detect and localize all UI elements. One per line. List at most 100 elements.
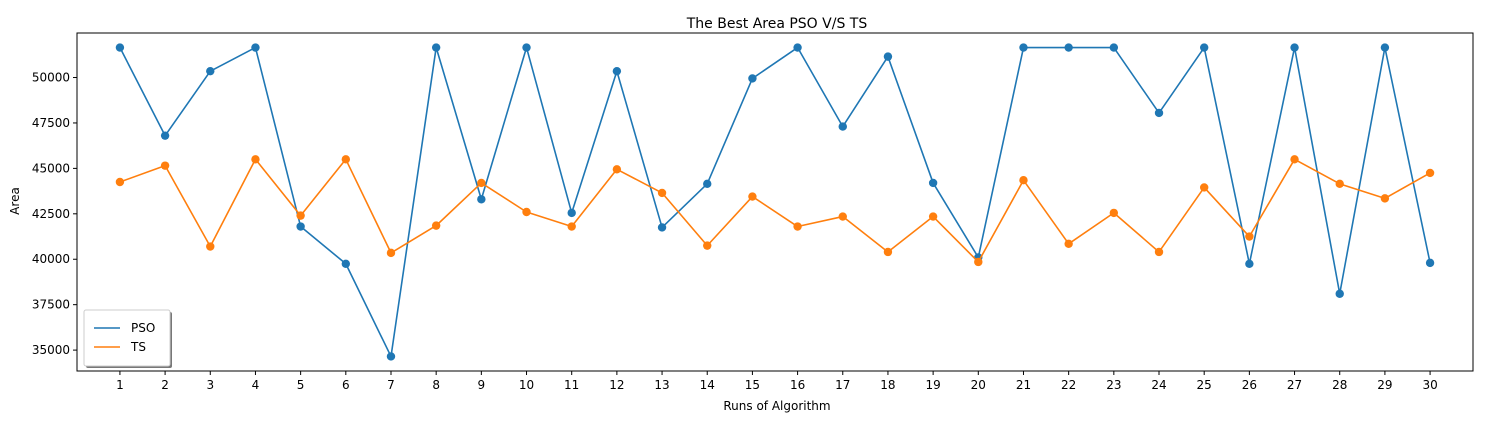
data-point-pso [748,74,757,83]
x-tick-label: 22 [1061,378,1076,392]
data-point-pso [431,43,441,52]
x-tick-label: 18 [880,378,895,392]
data-point-pso [928,178,938,188]
x-tick-label: 15 [745,378,760,392]
data-point-ts [160,161,170,170]
legend-box [83,309,171,367]
data-point-pso [703,179,712,189]
y-tick-label: 42500 [32,207,70,221]
data-point-ts [341,155,351,164]
x-tick-label: 12 [609,378,624,392]
series-line-pso [119,46,1431,358]
legend: PSO TS [83,309,172,368]
x-tick-label: 7 [387,378,395,392]
x-tick-label: 19 [925,378,940,392]
data-point-pso [657,223,667,232]
data-point-pso [115,43,125,52]
data-point-pso [1380,43,1390,52]
data-point-ts [386,248,396,258]
y-axis-label: Area [8,187,22,215]
data-point-ts [1335,179,1344,189]
plot-area: 1 2 3 4 5 6 7 8 9 10 11 12 13 14 15 16 17 18 19 20 21 22 23 24 2… [32,32,1474,392]
x-tick-label: 14 [700,378,715,392]
data-point-pso [883,52,893,61]
chart-title: The Best Area PSO V/S TS [686,16,868,32]
data-point-ts [296,211,305,220]
x-tick-label: 30 [1422,378,1437,392]
data-point-pso [1109,43,1119,52]
data-point-ts [1109,208,1119,218]
data-point-ts [793,222,802,231]
data-point-pso [206,66,215,76]
data-point-ts [1290,155,1299,164]
data-point-ts [1064,239,1073,248]
x-tick-label: 25 [1197,378,1212,392]
data-point-pso [160,131,170,140]
data-point-ts [883,247,893,257]
x-tick-label: 3 [206,378,214,392]
x-tick-label: 24 [1151,378,1166,392]
data-point-ts [612,165,622,174]
x-tick-label: 5 [297,378,305,392]
data-point-ts [974,257,983,267]
data-point-ts [1245,232,1254,241]
data-point-pso [522,43,531,52]
data-point-pso [296,222,305,231]
data-point-ts [1425,168,1435,178]
data-point-pso [1154,108,1164,118]
data-point-pso [1335,289,1344,298]
x-tick-label: 4 [252,378,260,392]
x-tick-label: 10 [519,378,534,392]
data-point-pso [793,43,802,52]
data-point-pso [341,259,351,268]
data-point-pso [1199,43,1209,52]
data-point-pso [251,43,260,52]
data-point-ts [567,222,576,231]
legend-label-pso: PSO [131,321,155,335]
x-tick-label: 28 [1332,378,1347,392]
data-point-ts [703,241,712,250]
y-tick-label: 35000 [32,343,70,357]
data-point-pso [1019,43,1028,52]
x-tick-label: 2 [161,378,169,392]
x-tick-label: 11 [564,378,579,392]
x-tick-label: 21 [1016,378,1031,392]
x-tick-label: 9 [478,378,486,392]
data-point-pso [1064,43,1073,52]
data-point-ts [115,177,125,187]
data-point-pso [838,122,847,131]
x-tick-label: 29 [1377,378,1392,392]
data-point-ts [928,212,938,221]
data-point-ts [657,188,667,198]
y-tick-label: 50000 [32,71,70,85]
x-tick-label: 17 [835,378,850,392]
data-point-pso [477,195,486,204]
data-point-ts [1154,247,1164,257]
x-tick-label: 27 [1287,378,1302,392]
x-tick-label: 6 [342,378,350,392]
y-tick-label: 45000 [32,161,70,175]
data-point-pso [567,208,576,218]
y-tick-label: 47500 [32,116,70,130]
data-point-pso [386,352,396,361]
x-tick-label: 13 [654,378,669,392]
data-point-ts [1380,194,1390,203]
y-tick-label: 37500 [32,298,70,312]
data-point-ts [1199,183,1209,192]
x-tick-label: 8 [432,378,440,392]
data-point-pso [1290,43,1299,52]
x-tick-label: 23 [1106,378,1121,392]
x-tick-label: 16 [790,378,805,392]
x-tick-label: 26 [1242,378,1257,392]
data-point-ts [522,207,531,217]
data-point-ts [206,242,215,251]
data-point-pso [612,66,622,76]
data-point-pso [1425,258,1435,268]
x-tick-label: 1 [116,378,124,392]
data-point-ts [1019,175,1028,185]
data-point-ts [477,178,486,188]
plot-frame [76,32,1474,372]
data-point-ts [748,192,757,201]
